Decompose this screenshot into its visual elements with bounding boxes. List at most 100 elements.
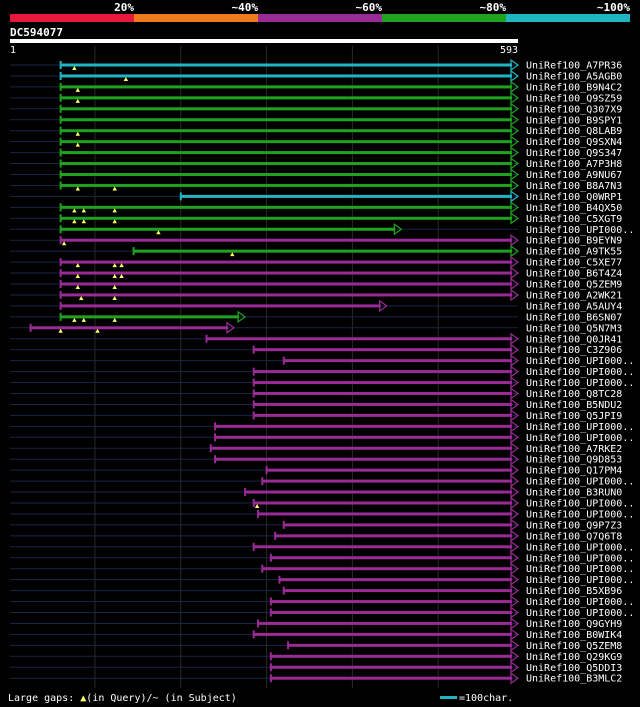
hit-label[interactable]: UniRef100_UPI000.. — [526, 542, 634, 553]
hit-bar[interactable] — [60, 107, 512, 111]
hit-label[interactable]: UniRef100_Q7Q6T8 — [526, 531, 622, 542]
hit-row[interactable]: UniRef100_UPI000.. — [10, 376, 634, 390]
hit-label[interactable]: UniRef100_B5NDU2 — [526, 400, 622, 411]
hit-row[interactable]: UniRef100_UPI000.. — [10, 496, 634, 510]
hit-label[interactable]: UniRef100_UPI000.. — [526, 356, 634, 367]
hit-bar[interactable] — [270, 676, 512, 680]
hit-label[interactable]: UniRef100_Q9P7Z3 — [526, 520, 622, 531]
hit-bar[interactable] — [245, 490, 512, 494]
hit-row[interactable]: UniRef100_A9TK55 — [10, 244, 622, 258]
hit-label[interactable]: UniRef100_B4QX50 — [526, 203, 622, 214]
hit-bar[interactable] — [60, 227, 396, 231]
hit-label[interactable]: UniRef100_UPI000.. — [526, 509, 634, 520]
hit-label[interactable]: UniRef100_Q5JPI9 — [526, 411, 622, 422]
hit-bar[interactable] — [253, 381, 512, 385]
hit-label[interactable]: UniRef100_B9SPY1 — [526, 115, 622, 126]
hit-row[interactable]: UniRef100_B9N4C2 — [10, 80, 622, 94]
hit-label[interactable]: UniRef100_Q17PM4 — [526, 466, 622, 477]
hit-row[interactable]: UniRef100_UPI000.. — [10, 474, 634, 488]
hit-label[interactable]: UniRef100_UPI000.. — [526, 553, 634, 564]
hit-label[interactable]: UniRef100_B6SN07 — [526, 312, 622, 323]
hit-label[interactable]: UniRef100_A7P3H8 — [526, 159, 622, 170]
hit-label[interactable]: UniRef100_B3MLC2 — [526, 674, 622, 685]
hit-bar[interactable] — [253, 632, 512, 636]
hit-bar[interactable] — [262, 567, 512, 571]
hit-bar[interactable] — [270, 665, 512, 669]
hit-label[interactable]: UniRef100_UPI000.. — [526, 608, 634, 619]
hit-label[interactable]: UniRef100_Q9SXN4 — [526, 137, 622, 148]
hit-bar[interactable] — [262, 479, 512, 483]
hit-bar[interactable] — [288, 643, 512, 647]
hit-row[interactable]: UniRef100_Q5N7M3 — [10, 321, 622, 335]
hit-row[interactable]: UniRef100_Q7Q6T8 — [10, 529, 622, 543]
hit-row[interactable]: UniRef100_Q9SZ59 — [10, 91, 622, 105]
hit-row[interactable]: UniRef100_A7RKE2 — [10, 442, 622, 455]
hit-label[interactable]: UniRef100_B0WIK4 — [526, 630, 622, 641]
hit-label[interactable]: UniRef100_UPI000.. — [526, 378, 634, 389]
hit-label[interactable]: UniRef100_UPI000.. — [526, 367, 634, 378]
hit-row[interactable]: UniRef100_Q0WRP1 — [10, 190, 622, 203]
hit-bar[interactable] — [253, 348, 512, 352]
hit-bar[interactable] — [253, 545, 512, 549]
hit-label[interactable]: UniRef100_Q0JR41 — [526, 334, 622, 345]
hit-bar[interactable] — [60, 260, 512, 264]
hit-row[interactable]: UniRef100_UPI000.. — [10, 507, 634, 521]
hit-bar[interactable] — [270, 600, 512, 604]
hit-bar[interactable] — [275, 534, 512, 538]
hit-bar[interactable] — [30, 326, 228, 330]
hit-bar[interactable] — [253, 413, 512, 417]
hit-label[interactable]: UniRef100_C5XGT9 — [526, 214, 622, 225]
hit-row[interactable]: UniRef100_B3RUN0 — [10, 485, 622, 499]
hit-label[interactable]: UniRef100_A5AGB0 — [526, 71, 622, 82]
hit-row[interactable]: UniRef100_A5AGB0 — [10, 69, 622, 83]
hit-bar[interactable] — [60, 282, 512, 286]
hit-bar[interactable] — [60, 63, 512, 67]
hit-label[interactable]: UniRef100_UPI000.. — [526, 422, 634, 433]
hit-bar[interactable] — [60, 85, 512, 89]
hit-bar[interactable] — [215, 435, 513, 439]
hit-row[interactable]: UniRef100_B5NDU2 — [10, 398, 622, 411]
hit-bar[interactable] — [60, 140, 512, 144]
hit-bar[interactable] — [253, 501, 512, 505]
hit-bar[interactable] — [283, 359, 512, 363]
hit-bar[interactable] — [283, 523, 512, 527]
hit-bar[interactable] — [60, 271, 512, 275]
hit-row[interactable]: UniRef100_Q8TC28 — [10, 387, 622, 401]
hit-label[interactable]: UniRef100_UPI000.. — [526, 433, 634, 444]
hit-label[interactable]: UniRef100_C3Z906 — [526, 345, 622, 356]
hit-bar[interactable] — [270, 654, 512, 658]
hit-label[interactable]: UniRef100_UPI000.. — [526, 499, 634, 510]
hit-bar[interactable] — [215, 424, 513, 428]
hit-bar[interactable] — [180, 194, 512, 198]
hit-row[interactable]: UniRef100_B6SN07 — [10, 310, 622, 324]
hit-row[interactable]: UniRef100_UPI000.. — [10, 606, 634, 620]
hit-label[interactable]: UniRef100_Q0WRP1 — [526, 192, 622, 203]
hit-label[interactable]: UniRef100_A9NU67 — [526, 170, 622, 181]
hit-bar[interactable] — [253, 370, 512, 374]
hit-label[interactable]: UniRef100_Q5N7M3 — [526, 323, 622, 334]
hit-row[interactable]: UniRef100_A7PR36 — [10, 58, 622, 72]
hit-bar[interactable] — [257, 621, 512, 625]
hit-row[interactable]: UniRef100_UPI000.. — [10, 365, 634, 379]
hit-row[interactable]: UniRef100_B6T4Z4 — [10, 266, 622, 280]
hit-label[interactable]: UniRef100_A9TK55 — [526, 247, 622, 258]
hit-bar[interactable] — [266, 468, 512, 472]
hit-label[interactable]: UniRef100_A2WK21 — [526, 290, 622, 301]
hit-row[interactable]: UniRef100_UPI000.. — [10, 420, 634, 433]
hit-bar[interactable] — [257, 512, 512, 516]
hit-row[interactable]: UniRef100_C3Z906 — [10, 343, 622, 357]
hit-label[interactable]: UniRef100_Q5DDI3 — [526, 663, 622, 674]
hit-label[interactable]: UniRef100_Q9S347 — [526, 148, 622, 159]
hit-row[interactable]: UniRef100_B5XB96 — [10, 584, 622, 598]
hit-label[interactable]: UniRef100_A7PR36 — [526, 61, 622, 72]
hit-row[interactable]: UniRef100_A2WK21 — [10, 288, 622, 302]
hit-row[interactable]: UniRef100_Q9P7Z3 — [10, 518, 622, 532]
hit-label[interactable]: UniRef100_Q5ZEM9 — [526, 280, 622, 291]
hit-label[interactable]: UniRef100_Q307X9 — [526, 104, 622, 115]
hit-row[interactable]: UniRef100_Q9GYH9 — [10, 617, 622, 630]
hit-bar[interactable] — [60, 118, 512, 122]
hit-row[interactable]: UniRef100_A9NU67 — [10, 168, 622, 182]
hit-row[interactable]: UniRef100_Q5JPI9 — [10, 409, 622, 422]
hit-bar[interactable] — [210, 446, 512, 450]
hit-bar[interactable] — [60, 238, 512, 242]
